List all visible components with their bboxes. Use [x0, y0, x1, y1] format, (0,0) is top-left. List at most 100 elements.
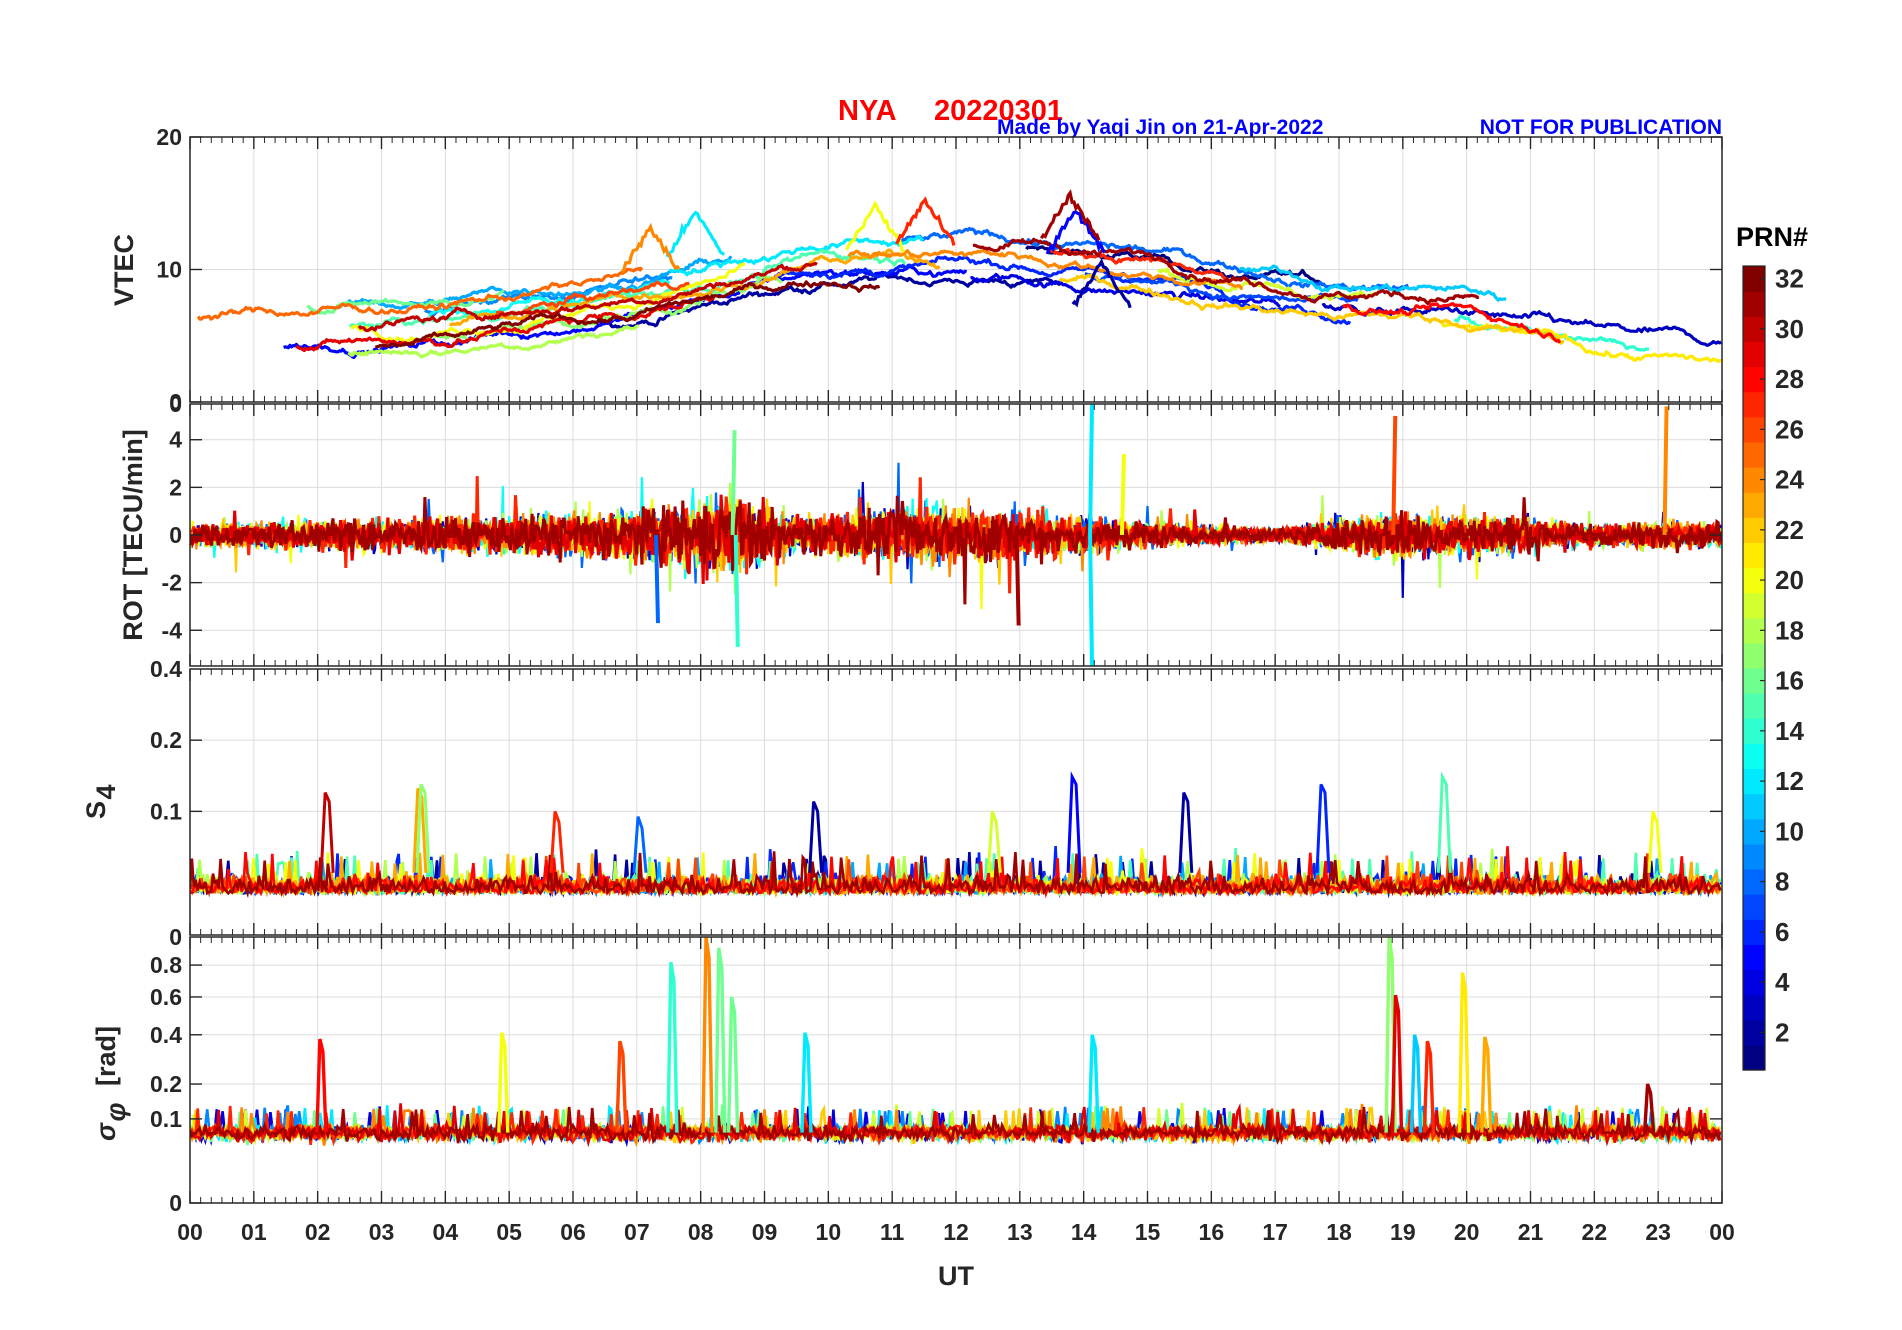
y-tick-label: -2 [162, 570, 182, 596]
s4-spike-prn-30 [319, 791, 335, 873]
panel-s4-ticks [189, 669, 1723, 935]
x-tick-label: 03 [369, 1219, 395, 1245]
notice-text: NOT FOR PUBLICATION [1480, 116, 1722, 139]
y-top-label: 0.4 [150, 656, 182, 682]
sigma-spike-prn-20 [497, 1032, 510, 1133]
s4-spike-prn-5 [1066, 771, 1082, 873]
sigma-spike-prn-31 [1642, 1083, 1656, 1133]
y-tick-label: 0 [169, 522, 182, 548]
y-tick-label: 10 [156, 257, 182, 283]
x-tick-label: 04 [433, 1219, 459, 1245]
colorbar-swatch-prn-2 [1743, 1019, 1765, 1046]
s4-spike-prn-2 [808, 801, 824, 873]
colorbar-swatch-prn-17 [1743, 642, 1765, 669]
panel-rot-ticks [189, 404, 1723, 666]
x-tick-label: 09 [752, 1219, 778, 1245]
sigma-spike-prn-21 [1457, 972, 1471, 1133]
x-tick-label: 18 [1326, 1219, 1352, 1245]
sigma-spike-prn-23 [1480, 1036, 1493, 1133]
x-tick-label: 00 [177, 1219, 203, 1245]
x-tick-label: 16 [1199, 1219, 1225, 1245]
rot-trace-prn-31 [190, 495, 1722, 605]
rot-spike-prn-8 [653, 534, 660, 624]
x-axis-label: UT [938, 1261, 974, 1291]
colorbar-swatch-prn-7 [1743, 894, 1765, 920]
y-tick-label: 0.8 [150, 952, 182, 978]
colorbar-swatch-prn-16 [1743, 668, 1765, 694]
colorbar-swatch-prn-30 [1743, 316, 1765, 342]
x-tick-label: 20 [1454, 1219, 1480, 1245]
credit-text: Made by Yaqi Jin on 21-Apr-2022 [997, 116, 1323, 139]
colorbar-tick-label: 20 [1775, 565, 1804, 595]
sigma-ylabel-sub: φ [101, 1103, 131, 1122]
sigma-spike-prn-16 [726, 996, 740, 1133]
colorbar-tick-label: 10 [1775, 816, 1804, 846]
s4-spike-prn-20 [1647, 810, 1663, 873]
rot-spike-prn-16 [730, 430, 737, 536]
colorbar-swatch-prn-9 [1743, 843, 1765, 870]
colorbar-swatch-prn-6 [1743, 919, 1765, 945]
y-tick-label: 0.6 [150, 984, 182, 1010]
s4-ylabel-main: S [81, 801, 111, 819]
colorbar-swatch-prn-28 [1743, 366, 1765, 393]
x-tick-label: 08 [688, 1219, 714, 1245]
x-tick-label: 06 [560, 1219, 586, 1245]
colorbar-swatch-prn-19 [1743, 592, 1765, 619]
vtec-trace-prn-28 [1341, 302, 1562, 344]
panel-rot-ytick-labels: -4 -2 0 2 4 0 [162, 391, 183, 643]
colorbar-swatch-prn-32 [1743, 266, 1765, 292]
panel-sigma-phi: 00.10.20.40.60.80 σ φ [rad] [91, 924, 1723, 1216]
vtec-trace-prn-32 [375, 280, 881, 349]
x-tick-label: 11 [880, 1219, 905, 1245]
y-top-label: 0 [169, 924, 182, 950]
x-tick-label: 21 [1518, 1219, 1544, 1245]
panel-vtec-ytick-labels: 0 10 20 [156, 124, 182, 415]
colorbar-swatch-prn-3 [1743, 994, 1765, 1021]
vtec-peak-prn-24 [620, 222, 681, 274]
y-tick-label: 0.2 [150, 1071, 182, 1097]
colorbar-frame [1742, 265, 1766, 1071]
colorbar-swatch-prn-10 [1743, 818, 1765, 845]
colorbar [1743, 266, 1765, 1071]
y-top-label: 0 [169, 391, 182, 417]
colorbar-swatch-prn-24 [1743, 467, 1765, 493]
colorbar-tick-label: 16 [1775, 666, 1804, 696]
s4-spike-prn-8 [632, 816, 648, 873]
sigma-spike-prn-29 [1390, 994, 1404, 1133]
sigma-spike-prn-26 [615, 1040, 628, 1133]
y-tick-label: -4 [162, 617, 183, 643]
sigma-spike-prn-28 [315, 1038, 328, 1133]
sigma-spike-prn-14 [666, 961, 679, 1133]
panel-s4: 0.1 0.2 0.4 S 4 [81, 656, 1723, 936]
vtec-peak-prn-31 [1040, 189, 1101, 241]
y-tick-label: 0.1 [150, 1106, 182, 1132]
s4-spike-prn-2 [1178, 791, 1194, 873]
rot-ylabel: ROT [TECU/min] [118, 429, 148, 640]
vtec-peak-prn-12 [665, 210, 725, 258]
x-tick-label: 13 [1007, 1219, 1033, 1245]
panel-sigma-ytick-labels: 00.10.20.40.60.80 [150, 924, 182, 1216]
panel-vtec-series [196, 189, 1722, 364]
s4-ylabel-sub: 4 [91, 784, 121, 799]
x-tick-label: 22 [1582, 1219, 1608, 1245]
vtec-trace-prn-31 [972, 237, 1480, 306]
title-date: 20220301 [934, 95, 1063, 127]
vtec-trace-prn-22 [1058, 273, 1565, 345]
colorbar-swatch-prn-11 [1743, 793, 1765, 820]
colorbar-swatch-prn-1 [1743, 1044, 1765, 1071]
colorbar-swatch-prn-13 [1743, 743, 1765, 770]
x-tick-label: 00 [1709, 1219, 1735, 1245]
vtec-trace-prn-24 [847, 248, 1243, 290]
vtec-trace-prn-12 [669, 234, 925, 277]
colorbar-swatch-prn-27 [1743, 391, 1765, 418]
x-tick-label: 02 [305, 1219, 331, 1245]
x-tick-label: 07 [624, 1219, 650, 1245]
colorbar-tick-label: 2 [1775, 1017, 1789, 1047]
s4-spike-prn-17 [415, 783, 431, 873]
x-tick-label: 15 [1135, 1219, 1161, 1245]
s4-spike-prn-27 [549, 810, 565, 873]
y-tick-label: 0 [169, 1190, 182, 1216]
rot-spike-prn-20 [1119, 453, 1126, 536]
